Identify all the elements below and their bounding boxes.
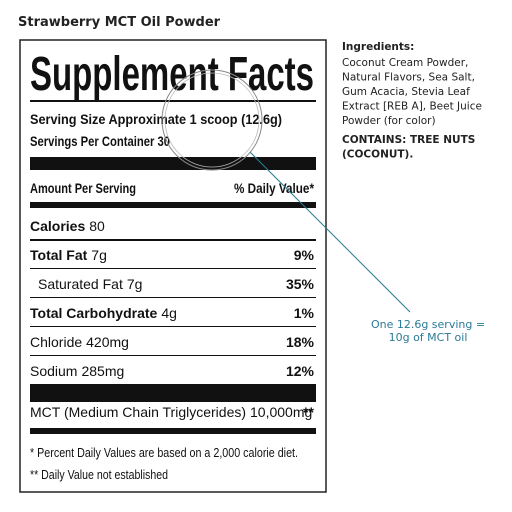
footnote: * Percent Daily Values are based on a 2,… — [30, 445, 298, 460]
nutrient-name: Sodium — [30, 363, 77, 379]
rule — [30, 355, 316, 356]
rule — [30, 240, 316, 241]
rule — [30, 297, 316, 298]
callout-circle — [164, 72, 260, 168]
ingredients-text: Extract [REB A], Beet Juice — [342, 101, 482, 113]
nutrient-name: Calories — [30, 218, 85, 234]
daily-value: 9% — [294, 247, 315, 263]
serving-size: Serving Size Approximate 1 scoop (12.6g) — [30, 111, 282, 127]
daily-value: 35% — [286, 276, 315, 292]
ingredients-text: Natural Flavors, Sea Salt, — [342, 72, 475, 84]
nutrient-row: MCT (Medium Chain Triglycerides) 10,000mg — [30, 404, 312, 420]
ingredients-text: Powder (for color) — [342, 115, 436, 127]
daily-value: ** — [303, 404, 314, 420]
rule — [30, 428, 316, 434]
nutrient-row: Sodium 285mg — [30, 363, 124, 379]
allergen: CONTAINS: TREE NUTS — [342, 134, 475, 146]
rule — [30, 326, 316, 327]
rule — [30, 239, 316, 240]
daily-value-header: % Daily Value* — [234, 180, 314, 196]
nutrient-name: Total Fat — [30, 247, 88, 263]
rule — [30, 268, 316, 269]
label-border — [19, 39, 327, 493]
nutrient-amount: 285mg — [81, 363, 124, 379]
rule — [30, 157, 316, 170]
rule — [30, 384, 316, 402]
ingredients-text: Coconut Cream Powder, — [342, 57, 468, 69]
footnote: ** Daily Value not established — [30, 467, 168, 482]
nutrient-name: Chloride — [30, 334, 82, 350]
nutrient-name: Total Carbohydrate — [30, 305, 158, 321]
amount-per-serving: Amount Per Serving — [30, 180, 136, 196]
nutrient-amount: 7g — [127, 276, 143, 292]
ingredients-text: Gum Acacia, Stevia Leaf — [342, 86, 470, 98]
nutrient-amount: 80 — [89, 218, 105, 234]
callout-circle — [161, 69, 263, 171]
rule — [30, 202, 316, 208]
servings-per-container: Servings Per Container 30 — [30, 133, 170, 149]
nutrient-amount: 4g — [161, 305, 177, 321]
nutrient-row: Saturated Fat 7g — [38, 276, 142, 292]
nutrient-row: Calories 80 — [30, 218, 105, 234]
ingredients: Coconut Cream Powder, Natural Flavors, Se… — [342, 57, 482, 161]
nutrient-amount: 10,000mg — [250, 404, 312, 420]
ingredients-heading: Ingredients: — [342, 41, 414, 53]
allergen: (COCONUT). — [342, 149, 413, 161]
daily-value: 1% — [294, 305, 315, 321]
nutrient-row: Total Fat 7g — [30, 247, 107, 263]
callout-line — [249, 151, 411, 313]
nutrient-row: Chloride 420mg — [30, 334, 129, 350]
nutrient-name: MCT (Medium Chain Triglycerides) — [30, 404, 246, 420]
rule — [30, 100, 316, 102]
label-heading: Supplement Facts — [30, 48, 314, 101]
product-title: Strawberry MCT Oil Powder — [18, 15, 221, 30]
callout-text: 10g of MCT oil — [389, 331, 468, 344]
callout-text: One 12.6g serving = — [371, 318, 485, 331]
nutrient-row: Total Carbohydrate 4g — [30, 305, 177, 321]
nutrient-name: Saturated Fat — [38, 276, 123, 292]
nutrient-amount: 420mg — [86, 334, 129, 350]
daily-value: 12% — [286, 363, 315, 379]
nutrient-amount: 7g — [91, 247, 107, 263]
daily-value: 18% — [286, 334, 315, 350]
